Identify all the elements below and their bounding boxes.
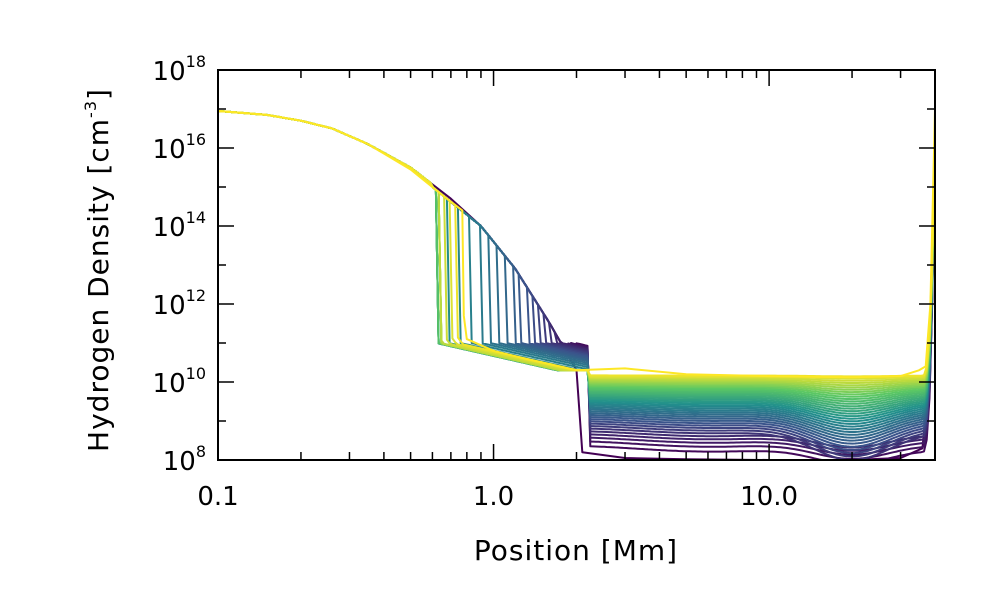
y-axis-title: Hydrogen Density [cm-3]: [81, 88, 115, 452]
y-tick-label: 1016: [153, 130, 206, 165]
series-line-latest: [218, 108, 935, 379]
x-tick-label: 0.1: [197, 482, 238, 512]
x-axis-title: Position [Mm]: [474, 534, 678, 567]
series-line-22: [218, 110, 935, 415]
series-line-38: [218, 110, 935, 378]
axis-layer: 0.1 1.0 10.0 108 1010 1012 1014 1016 1018: [153, 52, 936, 512]
y-axis-title-text: Hydrogen Density [cm: [82, 118, 115, 452]
series-line-37: [218, 110, 935, 380]
y-tick-label: 1012: [153, 286, 206, 321]
y-axis-title-close: ]: [82, 88, 115, 100]
y-tick-label: 1018: [153, 52, 206, 87]
y-tick-label: 108: [163, 442, 206, 477]
series-layer: [218, 108, 935, 460]
y-tick-label: 1010: [153, 364, 206, 399]
x-tick-label: 1.0: [473, 482, 514, 512]
series-line-35: [218, 110, 935, 384]
y-axis-title-exponent: -3: [81, 100, 100, 118]
series-line-36: [218, 110, 935, 382]
y-tick-label: 1014: [153, 208, 206, 243]
x-tick-label: 10.0: [740, 482, 798, 512]
